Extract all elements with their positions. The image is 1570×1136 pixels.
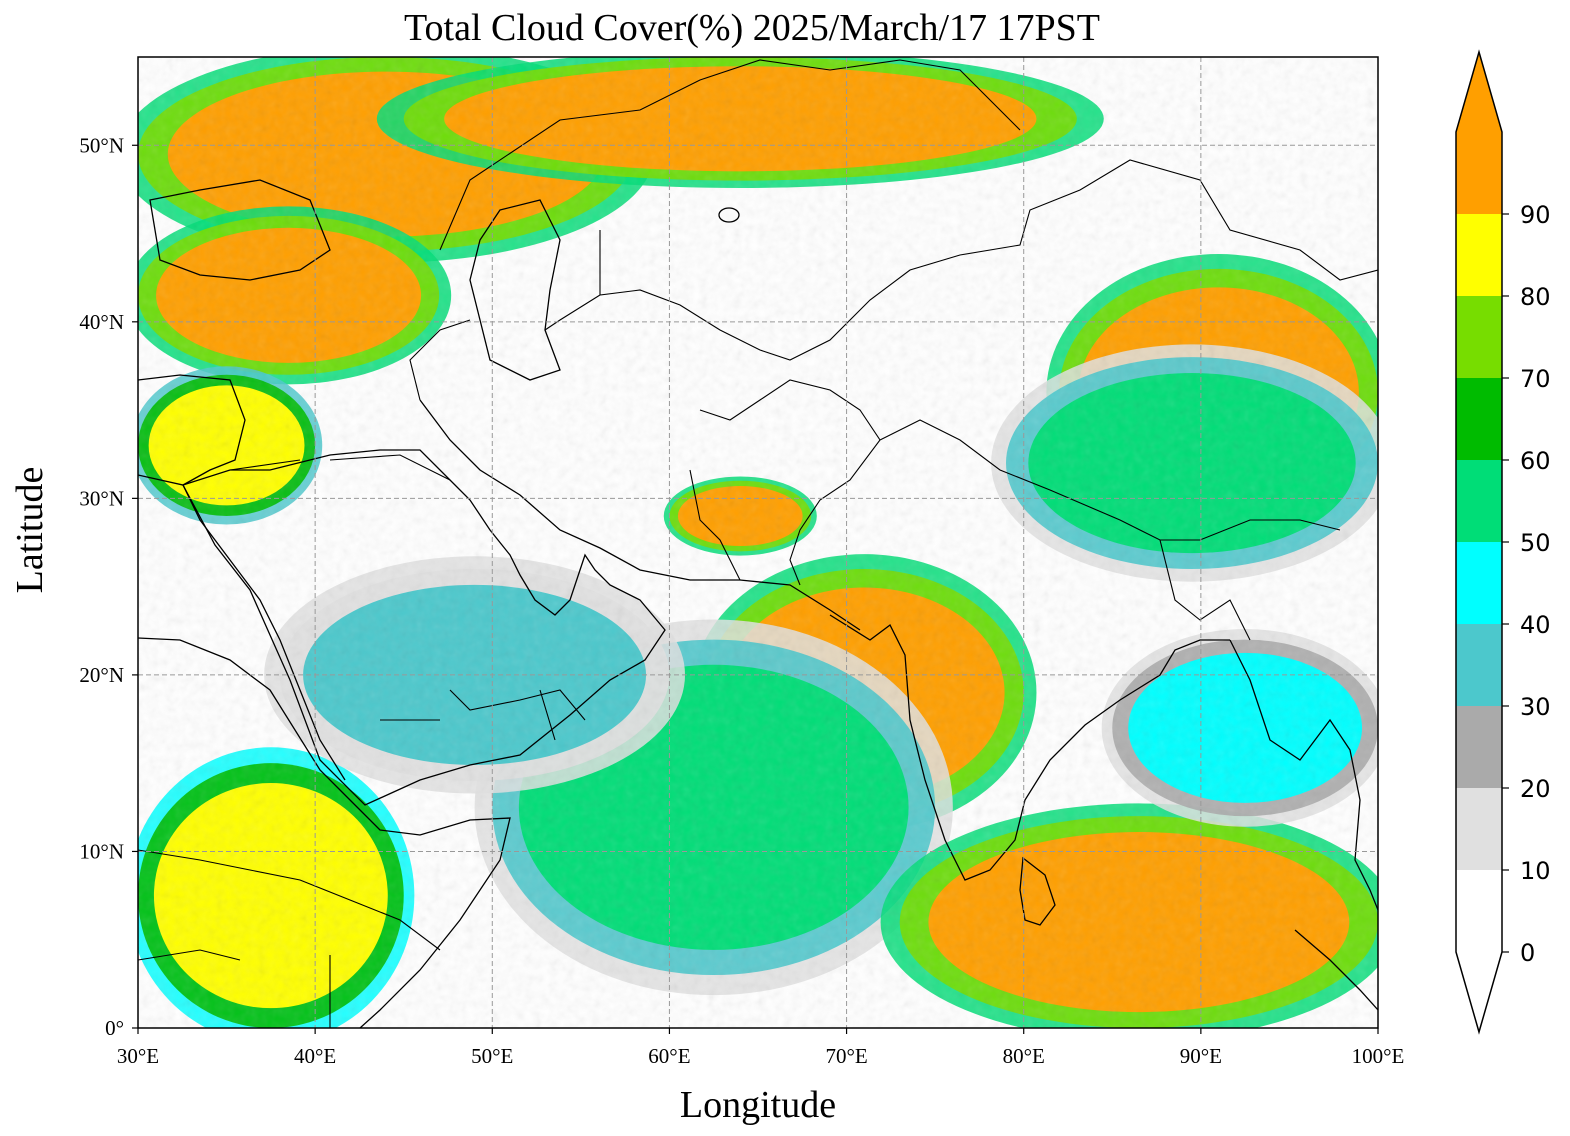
colorbar-segment bbox=[1456, 788, 1502, 870]
x-axis-ticks: 30°E 40°E 50°E 60°E 70°E 80°E 90°E 100°E bbox=[117, 1028, 1404, 1068]
y-axis-ticks: 0° 10°N 20°N 30°N 40°N 50°N bbox=[79, 133, 138, 1040]
colorbar-tick-label: 40 bbox=[1520, 611, 1551, 639]
x-tick-label: 50°E bbox=[471, 1044, 513, 1068]
colorbar-tick-label: 70 bbox=[1520, 365, 1551, 393]
colorbar-tick-label: 50 bbox=[1520, 529, 1551, 557]
y-tick-label: 40°N bbox=[79, 310, 124, 334]
y-tick-label: 20°N bbox=[79, 663, 124, 687]
country-borders bbox=[138, 59, 1378, 1028]
sumatra-coast bbox=[1294, 929, 1378, 1011]
chart-title: Total Cloud Cover(%) 2025/March/17 17PST bbox=[404, 7, 1100, 49]
colorbar-tick-label: 10 bbox=[1520, 857, 1551, 885]
mediterranean-coast bbox=[138, 374, 246, 486]
india-coast bbox=[829, 614, 1230, 881]
caspian-sea-coast bbox=[469, 199, 561, 381]
y-tick-label: 0° bbox=[105, 1016, 124, 1040]
colorbar-extend-min bbox=[1456, 952, 1502, 1032]
colorbar-segment bbox=[1456, 460, 1502, 542]
gridlines bbox=[138, 57, 1378, 1028]
colorbar-tick-label: 90 bbox=[1520, 201, 1551, 229]
sri-lanka-coast bbox=[1019, 856, 1056, 926]
map-frame bbox=[137, 56, 1379, 1029]
aral-sea bbox=[718, 207, 740, 223]
colorbar-tick-label: 0 bbox=[1520, 939, 1535, 967]
x-tick-label: 100°E bbox=[1352, 1044, 1405, 1068]
x-tick-label: 40°E bbox=[294, 1044, 336, 1068]
colorbar-tick-label: 30 bbox=[1520, 693, 1551, 721]
x-tick-label: 80°E bbox=[1003, 1044, 1045, 1068]
map-plot-area bbox=[138, 57, 1378, 1028]
colorbar-segment bbox=[1456, 624, 1502, 706]
x-axis-label: Longitude bbox=[680, 1084, 836, 1126]
colorbar-tick-label: 80 bbox=[1520, 283, 1551, 311]
x-tick-label: 30°E bbox=[117, 1044, 159, 1068]
y-tick-label: 10°N bbox=[79, 839, 124, 863]
colorbar-segment bbox=[1456, 870, 1502, 952]
colorbar: 0 10 20 30 40 50 60 70 80 90 bbox=[1455, 49, 1551, 1035]
colorbar-extend-max bbox=[1456, 52, 1502, 132]
red-sea-coast bbox=[182, 484, 346, 781]
colorbar-segment bbox=[1456, 542, 1502, 624]
colorbar-segment bbox=[1456, 214, 1502, 296]
y-tick-label: 50°N bbox=[79, 133, 124, 157]
x-tick-label: 70°E bbox=[825, 1044, 867, 1068]
colorbar-tick-label: 60 bbox=[1520, 447, 1551, 475]
southeast-asia-coast bbox=[1229, 639, 1378, 911]
y-tick-label: 30°N bbox=[79, 486, 124, 510]
iran-pakistan-coast bbox=[419, 399, 861, 631]
x-tick-label: 90°E bbox=[1180, 1044, 1222, 1068]
colorbar-tick-label: 20 bbox=[1520, 775, 1551, 803]
arabian-peninsula-coast bbox=[182, 449, 666, 806]
x-tick-label: 60°E bbox=[648, 1044, 690, 1068]
cloud-texture bbox=[138, 57, 1378, 1028]
y-axis-label: Latitude bbox=[9, 467, 51, 594]
colorbar-segment bbox=[1456, 132, 1502, 214]
colorbar-segment bbox=[1456, 296, 1502, 378]
colorbar-segment bbox=[1456, 378, 1502, 460]
colorbar-segment bbox=[1456, 706, 1502, 788]
